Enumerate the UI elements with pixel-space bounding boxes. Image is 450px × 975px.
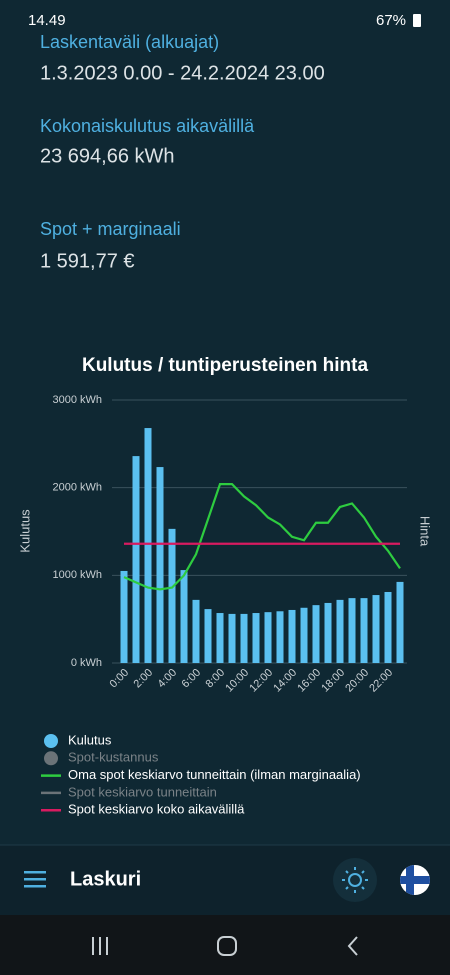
bar xyxy=(312,605,320,663)
bar xyxy=(348,598,356,663)
bar xyxy=(132,456,140,663)
app-title: Laskuri xyxy=(70,868,141,890)
theme-button[interactable] xyxy=(333,858,377,902)
bar xyxy=(396,581,404,663)
chart-title: Kulutus / tuntiperusteinen hinta xyxy=(82,355,368,376)
bar xyxy=(252,613,260,663)
bar xyxy=(180,570,188,663)
y-tick-label: 1000 kWh xyxy=(52,569,102,581)
y-tick-label: 0 kWh xyxy=(71,657,102,669)
bar xyxy=(276,611,284,663)
summary-label: Kokonaiskulutus aikavälillä xyxy=(40,116,255,136)
app-bar xyxy=(0,845,450,915)
y-tick-label: 2000 kWh xyxy=(52,482,102,494)
bar xyxy=(120,570,128,663)
nav-buttons[interactable] xyxy=(92,936,358,956)
bar xyxy=(264,612,272,663)
bar xyxy=(324,602,332,663)
summary-value: 23 694,66 kWh xyxy=(40,145,175,167)
bar xyxy=(216,613,224,663)
line-series xyxy=(123,483,401,591)
status-time: 14.49 xyxy=(28,12,66,29)
bar xyxy=(240,613,248,663)
summary-label: Spot + marginaali xyxy=(40,219,181,239)
summary-value: 1.3.2023 0.00 - 24.2.2024 23.00 xyxy=(40,62,325,84)
bar xyxy=(384,591,392,663)
bar xyxy=(372,595,380,663)
y-tick-label: 3000 kWh xyxy=(52,394,102,406)
legend-marker xyxy=(44,734,58,748)
legend-label: Spot keskiarvo koko aikavälillä xyxy=(68,802,245,817)
legend-label: Kulutus xyxy=(68,732,112,747)
y-axis-label: Kulutus xyxy=(17,509,32,553)
nav-bar xyxy=(0,915,450,975)
bar xyxy=(192,599,200,663)
legend-marker xyxy=(44,751,58,766)
summary-label: Laskentaväli (alkuajat) xyxy=(40,32,219,52)
bar xyxy=(360,598,368,663)
legend-label: Oma spot keskiarvo tunneittain (ilman ma… xyxy=(68,767,361,782)
bar xyxy=(288,609,296,663)
bar xyxy=(228,613,236,663)
bar xyxy=(336,599,344,663)
bar xyxy=(168,528,176,663)
bar xyxy=(204,609,212,663)
status-battery: 67% xyxy=(376,12,406,29)
bar xyxy=(144,428,152,663)
legend-label: Spot-kustannus xyxy=(68,750,159,765)
y2-axis-label: Hinta xyxy=(418,516,433,547)
bar xyxy=(300,607,308,663)
language-button[interactable] xyxy=(400,865,430,895)
battery-icon xyxy=(413,14,421,27)
menu-button[interactable] xyxy=(24,871,46,888)
legend-label: Spot keskiarvo tunneittain xyxy=(68,784,217,799)
summary-value: 1 591,77 € xyxy=(40,250,135,272)
bar xyxy=(156,467,164,663)
